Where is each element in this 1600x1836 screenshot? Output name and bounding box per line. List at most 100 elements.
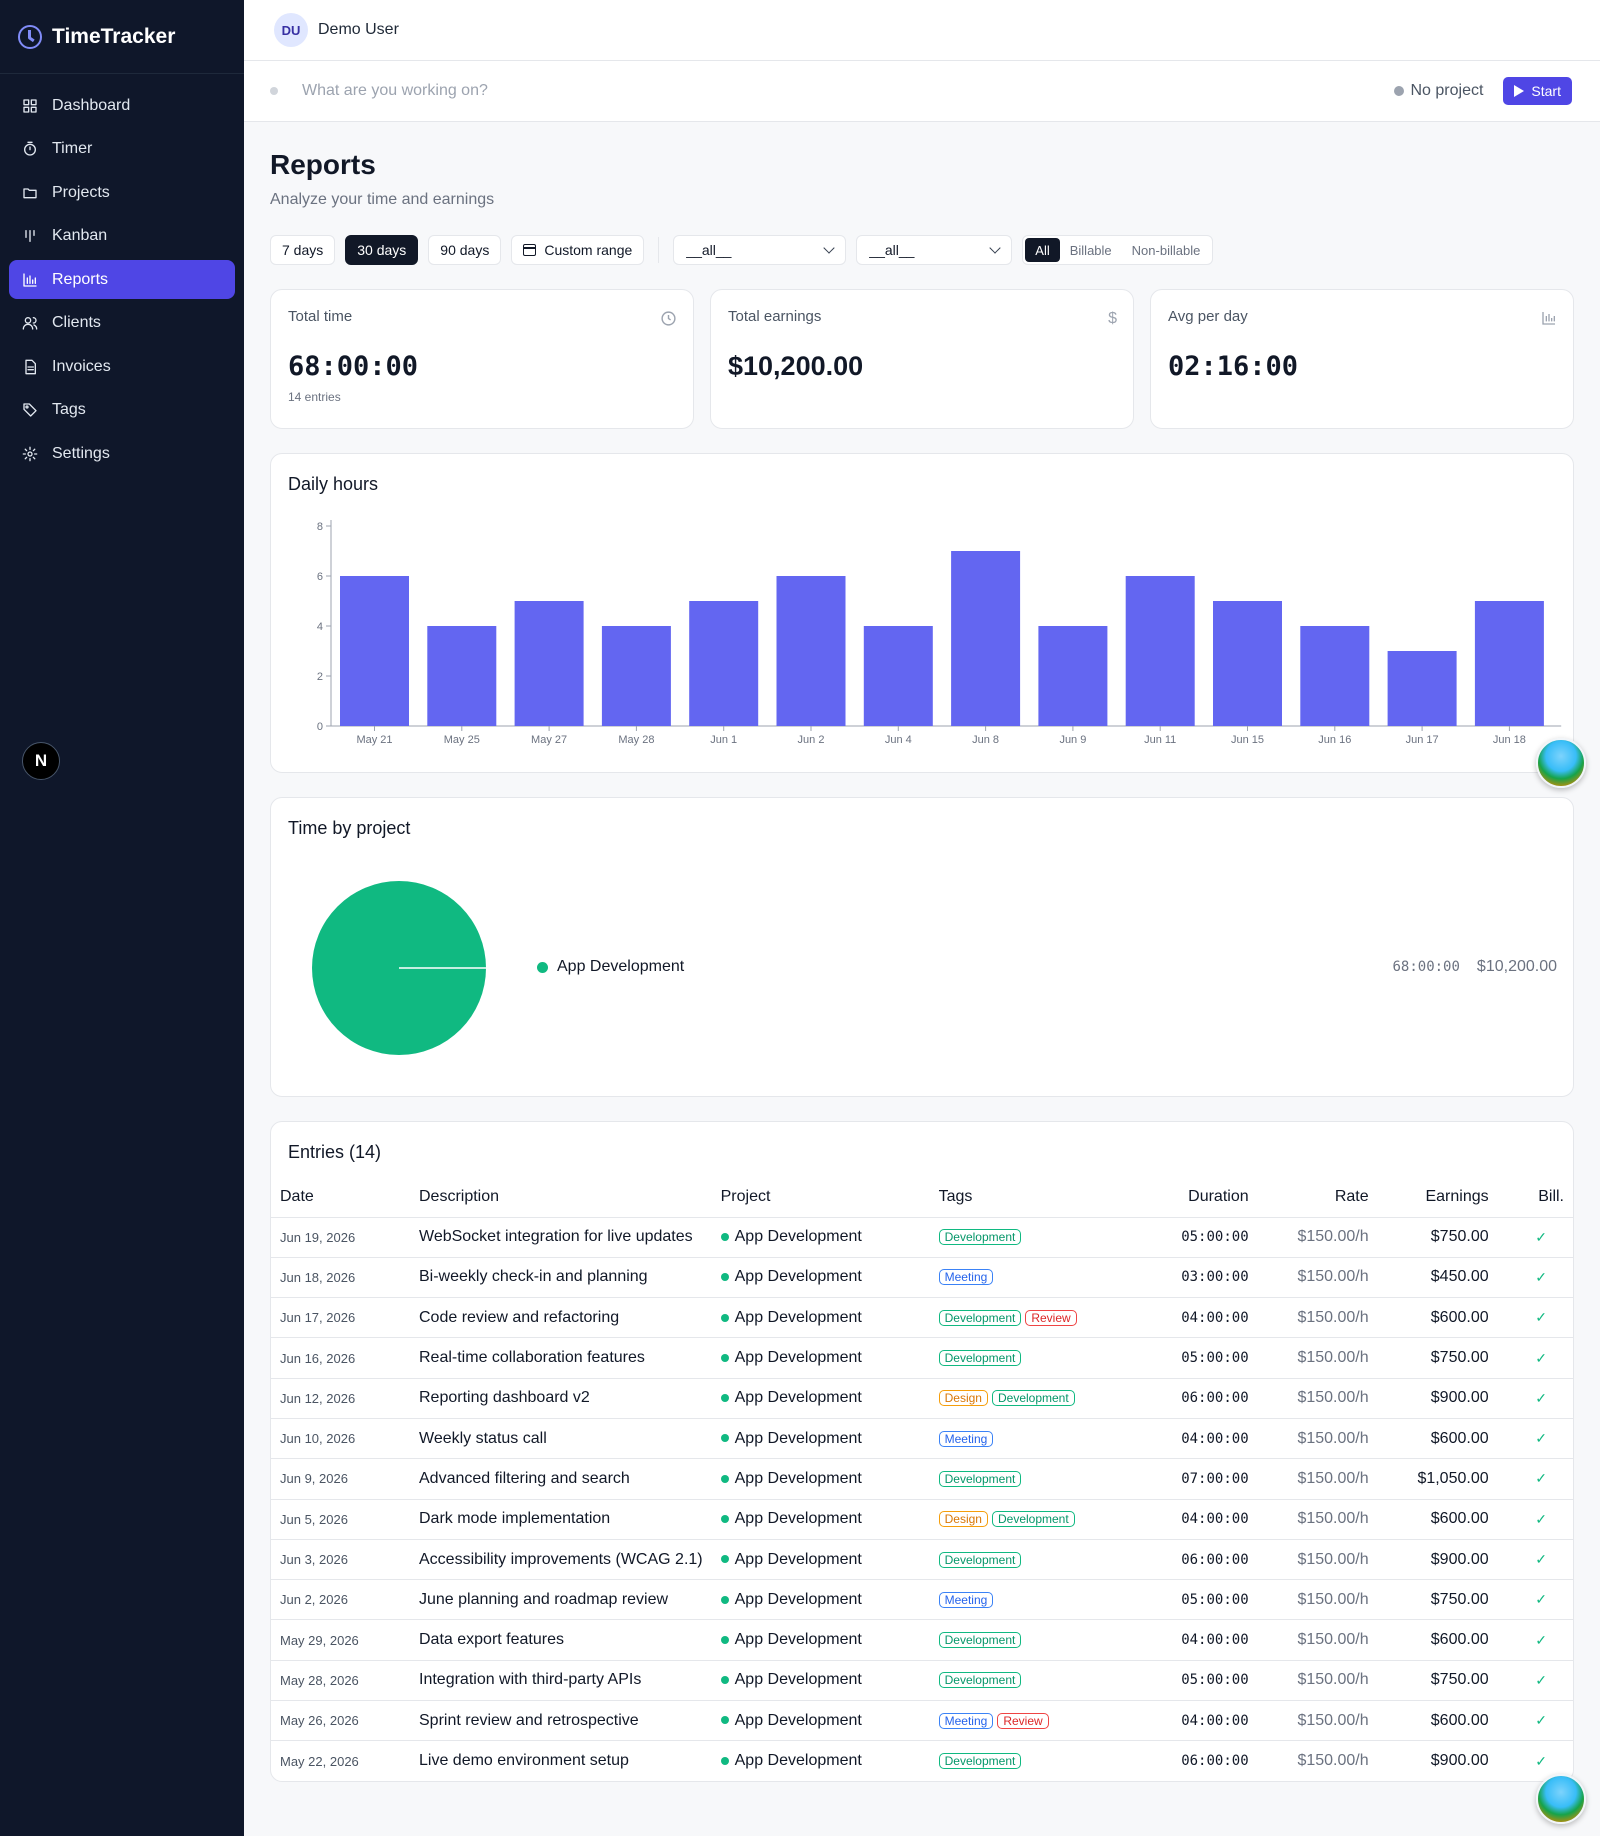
cell-tags: Development: [929, 1458, 1138, 1500]
table-header-row: Date Description Project Tags Duration R…: [271, 1177, 1573, 1218]
column-header-project[interactable]: Project: [711, 1177, 930, 1218]
sidebar-item-kanban[interactable]: Kanban: [9, 217, 235, 256]
table-row[interactable]: May 29, 2026 Data export features App Deve…: [271, 1619, 1573, 1661]
project-color-dot: [720, 1273, 729, 1282]
cell-earnings: $750.00: [1377, 1660, 1498, 1702]
table-row[interactable]: Jun 2, 2026 June planning and roadmap rev…: [271, 1579, 1573, 1621]
column-header-tags[interactable]: Tags: [929, 1177, 1138, 1218]
table-row[interactable]: May 26, 2026 Sprint review and retrospect…: [271, 1700, 1573, 1742]
sidebar-item-tags[interactable]: Tags: [9, 391, 235, 430]
project-color-dot: [720, 1474, 729, 1483]
sidebar-item-timer[interactable]: Timer: [9, 130, 235, 169]
filter-select-1[interactable]: __all__: [673, 235, 847, 265]
stopwatch-icon: [22, 141, 38, 157]
cell-duration: 04:00:00: [1137, 1418, 1258, 1460]
table-row[interactable]: Jun 10, 2026 Weekly status call App Develo…: [271, 1418, 1573, 1460]
column-header-rate[interactable]: Rate: [1257, 1177, 1378, 1218]
cell-duration: 05:00:00: [1137, 1337, 1258, 1379]
timer-status-dot: [270, 87, 278, 95]
table-row[interactable]: May 28, 2026 Integration with third-party…: [271, 1660, 1573, 1702]
column-header-earnings[interactable]: Earnings: [1377, 1177, 1498, 1218]
table-row[interactable]: Jun 18, 2026 Bi-weekly check-in and plann…: [271, 1257, 1573, 1299]
column-header-date[interactable]: Date: [271, 1177, 410, 1218]
cell-description: Dark mode implementation: [410, 1499, 712, 1540]
dollar-icon: $: [1108, 310, 1117, 327]
tag-badge: Development: [991, 1511, 1075, 1528]
project-name: App Development: [734, 1752, 862, 1770]
cell-duration: 04:00:00: [1137, 1499, 1258, 1540]
bar-jun-15: [1213, 601, 1282, 726]
cell-earnings: $450.00: [1377, 1257, 1498, 1299]
sidebar-item-dashboard[interactable]: Dashboard: [9, 86, 235, 125]
cell-tags: Design Development: [929, 1499, 1138, 1540]
range-90-days-button[interactable]: 90 days: [428, 235, 502, 265]
sidebar-item-clients[interactable]: Clients: [9, 304, 235, 343]
sidebar-item-invoices[interactable]: Invoices: [9, 347, 235, 386]
column-header-billable[interactable]: Bill.: [1497, 1177, 1573, 1218]
bar-may-27: [514, 601, 584, 726]
project-color-dot: [1393, 86, 1404, 96]
sidebar-item-projects[interactable]: Projects: [9, 173, 235, 212]
table-row[interactable]: Jun 17, 2026 Code review and refactoring A…: [271, 1297, 1573, 1339]
table-row[interactable]: Jun 12, 2026 Reporting dashboard v2 App De…: [271, 1378, 1573, 1419]
column-header-duration[interactable]: Duration: [1137, 1177, 1258, 1218]
billing-all-option[interactable]: All: [1025, 238, 1060, 262]
range-7-days-button[interactable]: 7 days: [270, 235, 336, 265]
sidebar-item-settings[interactable]: Settings: [9, 434, 235, 473]
table-row[interactable]: Jun 5, 2026 Dark mode implementation App D…: [271, 1499, 1573, 1540]
page-title: Reports: [270, 149, 376, 180]
n-badge[interactable]: N: [22, 742, 60, 780]
cell-project: App Development: [711, 1539, 930, 1581]
project-color-dot: [720, 1555, 729, 1564]
filter-select-2[interactable]: __all__: [856, 235, 1013, 265]
project-color-dot: [720, 1595, 729, 1604]
cell-project: App Development: [711, 1700, 930, 1742]
stat-value: $10,200.00: [728, 351, 864, 381]
table-row[interactable]: Jun 19, 2026 WebSocket integration for li…: [271, 1217, 1573, 1258]
column-header-description[interactable]: Description: [410, 1177, 712, 1218]
stat-label: Total earnings: [728, 308, 822, 325]
cell-earnings: $600.00: [1377, 1700, 1498, 1742]
sidebar-item-reports[interactable]: Reports: [9, 260, 235, 299]
cell-date: Jun 17, 2026: [271, 1297, 410, 1339]
billable-check-icon: ✓: [1497, 1700, 1573, 1742]
cell-description: Data export features: [410, 1619, 712, 1661]
cell-rate: $150.00/h: [1257, 1337, 1378, 1379]
sidebar-nav: Dashboard Timer Projects Kanban Reports Clien…: [0, 74, 244, 490]
start-button[interactable]: Start: [1503, 77, 1572, 105]
table-row[interactable]: Jun 3, 2026 Accessibility improvements (W…: [271, 1539, 1573, 1581]
table-row[interactable]: May 22, 2026 Live demo environment setup A…: [271, 1741, 1573, 1781]
range-30-days-button[interactable]: 30 days: [345, 235, 419, 265]
floating-globe-icon[interactable]: [1536, 1774, 1586, 1824]
stat-label: Avg per day: [1168, 308, 1248, 325]
table-row[interactable]: Jun 16, 2026 Real-time collaboration feat…: [271, 1337, 1573, 1379]
custom-range-button[interactable]: Custom range: [511, 235, 645, 265]
stats-row: Total time 68:00:00 14 entries Total ear…: [270, 289, 1574, 429]
cell-duration: 04:00:00: [1137, 1619, 1258, 1661]
cell-rate: $150.00/h: [1297, 1752, 1369, 1770]
filter-divider: [658, 237, 660, 263]
billable-check-icon: ✓: [1497, 1458, 1573, 1500]
cell-date: Jun 2, 2026: [271, 1579, 410, 1621]
cell-date: Jun 10, 2026: [271, 1418, 410, 1460]
floating-globe-icon[interactable]: [1536, 738, 1586, 788]
avatar[interactable]: DU: [274, 13, 308, 47]
billing-non-billable-option[interactable]: Non-billable: [1131, 242, 1201, 258]
billing-billable-option[interactable]: Billable: [1069, 242, 1112, 258]
cell-description: Bi-weekly check-in and planning: [410, 1257, 712, 1299]
bar-jun-9: [1038, 626, 1108, 726]
tag-badge: Review: [997, 1712, 1049, 1729]
cell-rate: $150.00/h: [1257, 1297, 1378, 1339]
table-row[interactable]: Jun 9, 2026 Advanced filtering and search…: [271, 1458, 1573, 1500]
billable-check-icon: ✓: [1497, 1418, 1573, 1460]
project-selector[interactable]: No project: [1393, 82, 1483, 100]
cell-project: App Development: [711, 1217, 930, 1258]
cell-rate: $150.00/h: [1257, 1700, 1378, 1742]
project-color-dot: [720, 1716, 729, 1725]
project-name: App Development: [734, 1671, 862, 1689]
entries-title: Entries (14): [288, 1142, 382, 1162]
billable-check-icon: ✓: [1497, 1217, 1573, 1258]
timer-description-input[interactable]: [302, 82, 1394, 100]
brand[interactable]: TimeTracker: [0, 0, 244, 74]
bar-jun-17: [1387, 651, 1457, 726]
